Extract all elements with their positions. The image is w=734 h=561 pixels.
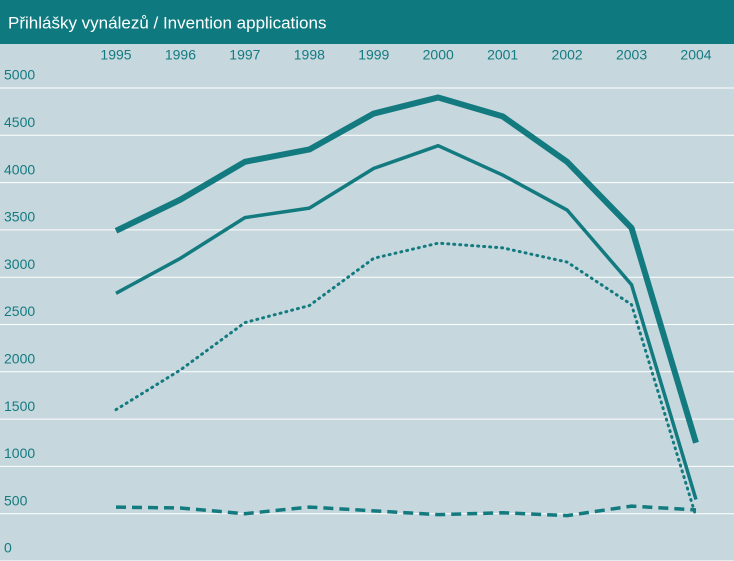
x-tick-label: 2004 [680, 47, 711, 63]
y-tick-label: 2000 [4, 351, 35, 367]
chart-title: Přihlášky vynálezů / Invention applicati… [8, 13, 326, 32]
y-tick-label: 1500 [4, 398, 35, 414]
y-tick-label: 4000 [4, 161, 35, 177]
x-tick-label: 1999 [358, 47, 389, 63]
x-tick-label: 2001 [487, 47, 518, 63]
title-bar [0, 0, 734, 44]
x-tick-label: 2003 [616, 47, 647, 63]
y-tick-label: 3500 [4, 209, 35, 225]
x-tick-label: 2000 [423, 47, 454, 63]
x-tick-label: 2002 [552, 47, 583, 63]
x-tick-label: 1998 [294, 47, 325, 63]
x-tick-label: 1995 [100, 47, 131, 63]
y-tick-label: 5000 [4, 67, 35, 83]
x-tick-label: 1997 [229, 47, 260, 63]
y-tick-label: 500 [4, 492, 28, 508]
line-series [114, 241, 698, 519]
line-series [114, 94, 699, 444]
x-tick-label: 1996 [165, 47, 196, 63]
y-tick-label: 0 [4, 540, 12, 556]
line-series [115, 143, 698, 501]
y-tick-label: 2500 [4, 303, 35, 319]
y-tick-label: 4500 [4, 114, 35, 130]
line-series [115, 504, 697, 518]
y-tick-label: 1000 [4, 445, 35, 461]
y-tick-label: 3000 [4, 256, 35, 272]
